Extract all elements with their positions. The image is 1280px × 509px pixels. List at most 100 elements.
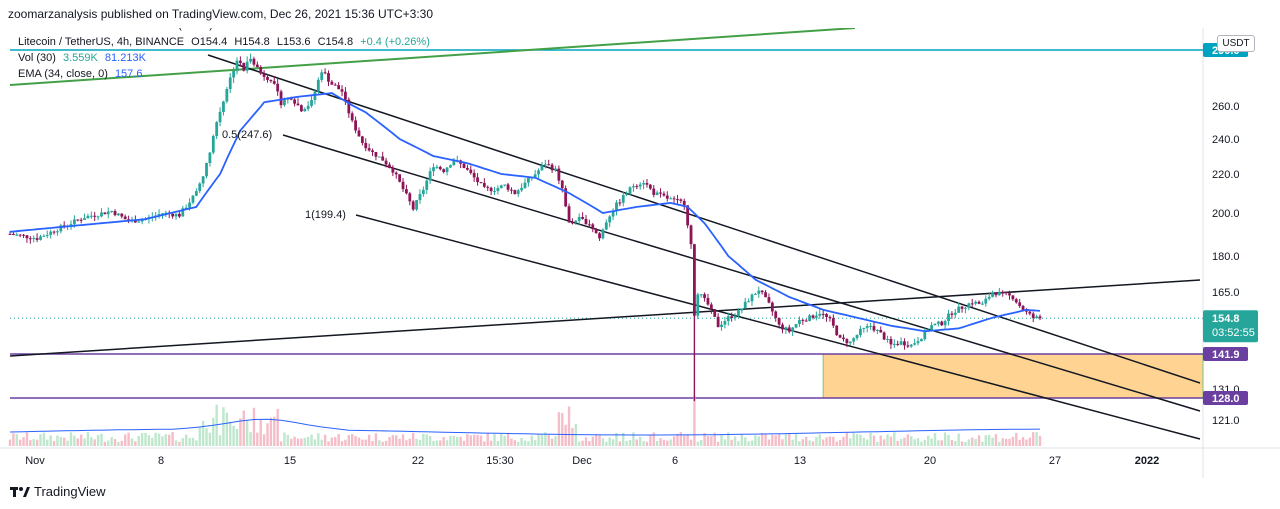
candle-body[interactable] [360, 136, 364, 143]
candle-body[interactable] [117, 213, 120, 216]
candle-body[interactable] [662, 193, 666, 196]
candle-body[interactable] [696, 294, 700, 316]
candle-body[interactable] [933, 323, 937, 326]
candle-body[interactable] [93, 215, 97, 217]
candle-body[interactable] [28, 238, 32, 240]
candle-body[interactable] [59, 225, 63, 232]
candle-body[interactable] [523, 182, 527, 188]
candle-body[interactable] [848, 341, 852, 344]
candle-body[interactable] [140, 219, 144, 222]
candle-body[interactable] [39, 236, 42, 240]
candle-body[interactable] [967, 303, 971, 308]
candle-body[interactable] [279, 91, 283, 106]
candle-body[interactable] [825, 314, 828, 317]
candle-body[interactable] [466, 167, 469, 170]
candle-body[interactable] [161, 213, 164, 215]
candle-body[interactable] [598, 233, 601, 239]
candle-body[interactable] [977, 301, 981, 304]
candle-body[interactable] [344, 91, 347, 100]
candle-body[interactable] [123, 216, 127, 220]
candle-body[interactable] [449, 165, 452, 168]
candle-body[interactable] [723, 321, 727, 325]
candle-body[interactable] [367, 148, 371, 151]
candle-body[interactable] [476, 177, 479, 183]
candle-body[interactable] [388, 164, 391, 168]
candle-body[interactable] [798, 319, 801, 325]
candle-body[interactable] [557, 168, 561, 181]
candle-body[interactable] [493, 191, 496, 193]
candle-body[interactable] [357, 130, 361, 137]
candle-body[interactable] [757, 290, 761, 294]
candle-body[interactable] [405, 189, 408, 194]
candle-body[interactable] [882, 332, 886, 340]
candle-body[interactable] [601, 229, 605, 239]
candle-body[interactable] [1035, 316, 1039, 318]
candle-body[interactable] [591, 224, 595, 230]
candle-body[interactable] [706, 298, 710, 305]
candle-body[interactable] [327, 73, 330, 82]
candle-body[interactable] [713, 309, 717, 317]
candle-body[interactable] [615, 202, 618, 211]
candle-body[interactable] [869, 325, 872, 327]
candle-body[interactable] [516, 190, 520, 195]
candle-body[interactable] [398, 174, 402, 182]
candle-body[interactable] [1008, 293, 1011, 296]
candle-body[interactable] [442, 169, 446, 173]
candle-body[interactable] [862, 327, 866, 329]
candle-body[interactable] [594, 229, 598, 234]
candle-body[interactable] [564, 188, 568, 207]
candle-body[interactable] [103, 212, 107, 215]
candle-body[interactable] [415, 200, 418, 210]
candle-body[interactable] [831, 318, 835, 326]
candle-body[interactable] [828, 316, 832, 319]
candle-body[interactable] [171, 213, 175, 217]
candle-body[interactable] [225, 88, 229, 102]
candle-body[interactable] [960, 306, 964, 309]
candle-body[interactable] [1018, 302, 1022, 306]
candle-body[interactable] [418, 194, 422, 201]
candle-body[interactable] [191, 195, 195, 203]
candle-body[interactable] [818, 313, 822, 316]
candle-body[interactable] [72, 219, 76, 225]
candle-body[interactable] [726, 316, 730, 322]
candle-body[interactable] [804, 320, 808, 322]
candle-body[interactable] [875, 329, 879, 331]
candle-body[interactable] [1028, 311, 1032, 314]
candle-body[interactable] [547, 164, 551, 166]
candle-body[interactable] [808, 315, 812, 321]
candle-body[interactable] [632, 186, 635, 188]
candle-body[interactable] [56, 231, 59, 233]
candle-body[interactable] [574, 220, 578, 223]
candle-body[interactable] [272, 81, 276, 84]
candle-body[interactable] [781, 324, 784, 330]
candle-body[interactable] [438, 166, 442, 170]
candle-body[interactable] [669, 198, 673, 200]
candle-body[interactable] [425, 180, 429, 190]
candle-body[interactable] [930, 325, 933, 331]
candle-body[interactable] [330, 81, 334, 85]
candle-body[interactable] [401, 181, 405, 190]
candle-body[interactable] [693, 244, 696, 316]
candle-body[interactable] [435, 166, 439, 168]
candle-body[interactable] [235, 60, 239, 72]
candle-body[interactable] [201, 176, 205, 184]
candle-body[interactable] [821, 313, 825, 315]
candle-body[interactable] [69, 224, 73, 226]
candle-body[interactable] [686, 205, 690, 226]
candle-body[interactable] [222, 101, 225, 112]
candle-body[interactable] [86, 215, 90, 219]
candle-body[interactable] [936, 321, 940, 324]
candle-body[interactable] [730, 316, 734, 318]
candle-body[interactable] [340, 89, 344, 92]
candle-body[interactable] [621, 195, 625, 203]
candle-body[interactable] [767, 297, 771, 303]
candle-body[interactable] [35, 238, 39, 240]
candle-body[interactable] [550, 164, 554, 171]
price-axis[interactable] [1203, 28, 1280, 448]
candle-body[interactable] [896, 343, 900, 345]
candle-body[interactable] [1014, 299, 1018, 303]
candle-body[interactable] [520, 187, 524, 191]
candle-body[interactable] [750, 294, 754, 302]
candle-body[interactable] [777, 317, 781, 325]
candle-body[interactable] [642, 183, 645, 185]
